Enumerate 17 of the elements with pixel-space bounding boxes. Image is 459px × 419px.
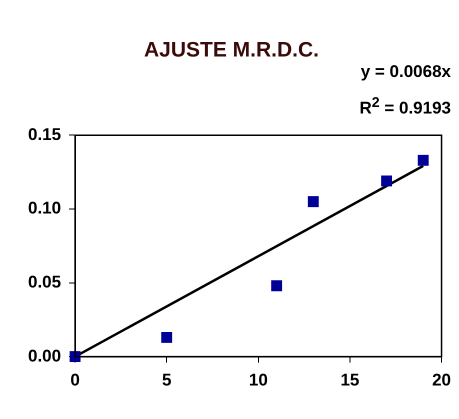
point [271, 280, 282, 292]
x-tick-label: 20 [432, 370, 452, 390]
x-tick-label: 5 [162, 370, 172, 390]
chart-title: AJUSTE M.R.D.C. [144, 38, 320, 62]
x-tick-label: 15 [340, 370, 360, 390]
text: y = 0.0068x [360, 62, 451, 82]
point [381, 176, 392, 186]
point [161, 332, 172, 343]
x-tick-label: 10 [248, 370, 268, 390]
y-tick-label: 0.00 [28, 346, 62, 366]
point [418, 154, 429, 166]
y-tick-label: 0.05 [28, 272, 62, 292]
text: R$^{2}$ = 0.9193 [359, 95, 451, 119]
y-tick-label: 0.10 [28, 198, 62, 218]
y-tick-label: 0.15 [28, 124, 62, 144]
point [308, 196, 319, 208]
x-tick-label: 0 [70, 370, 80, 390]
